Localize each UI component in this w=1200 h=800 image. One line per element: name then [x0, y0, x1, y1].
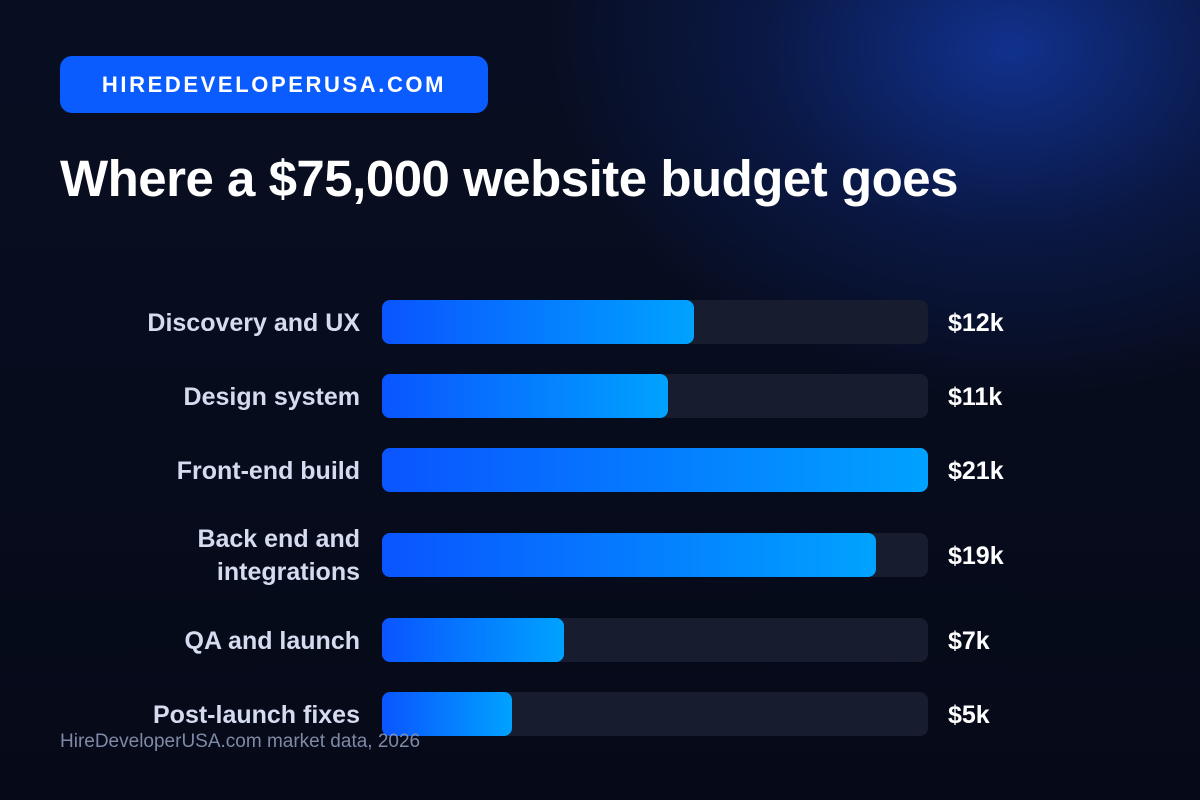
bar-row: QA and launch $7k	[185, 618, 990, 662]
brand-badge: HIREDEVELOPERUSA.COM	[60, 56, 488, 113]
value-label: $5k	[948, 701, 990, 729]
bar	[382, 374, 668, 418]
bar-row: Front-end build $21k	[177, 448, 1004, 492]
value-label: $7k	[948, 627, 990, 655]
bar-row: Post-launch fixes $5k	[153, 692, 990, 736]
bar	[382, 448, 928, 492]
category-label: Discovery and UX	[147, 309, 360, 337]
bar-row: Discovery and UX $12k	[147, 300, 1004, 344]
value-label: $12k	[948, 309, 1004, 337]
category-label: Design system	[184, 383, 360, 411]
category-label: Post-launch fixes	[153, 701, 360, 729]
bar	[382, 300, 694, 344]
source-note: HireDeveloperUSA.com market data, 2026	[60, 731, 421, 752]
bar-row: Design system $11k	[184, 374, 1002, 418]
category-label: Front-end build	[177, 457, 360, 485]
bar	[382, 692, 512, 736]
brand-label: HIREDEVELOPERUSA.COM	[101, 71, 447, 97]
bars-layer: Discovery and UX $12k Design system $11k Fro…	[147, 300, 1004, 736]
category-label: QA and launch	[185, 627, 360, 655]
category-label: Back end and integrations	[197, 525, 360, 586]
value-label: $19k	[948, 542, 1004, 570]
chart-title: Where a $75,000 website budget goes	[60, 150, 959, 207]
bar-row: Back end and integrations $19k	[197, 525, 1003, 586]
bar-track	[382, 692, 928, 736]
value-label: $11k	[948, 383, 1002, 411]
bar	[382, 533, 876, 577]
bar	[382, 618, 564, 662]
value-label: $21k	[948, 457, 1004, 485]
